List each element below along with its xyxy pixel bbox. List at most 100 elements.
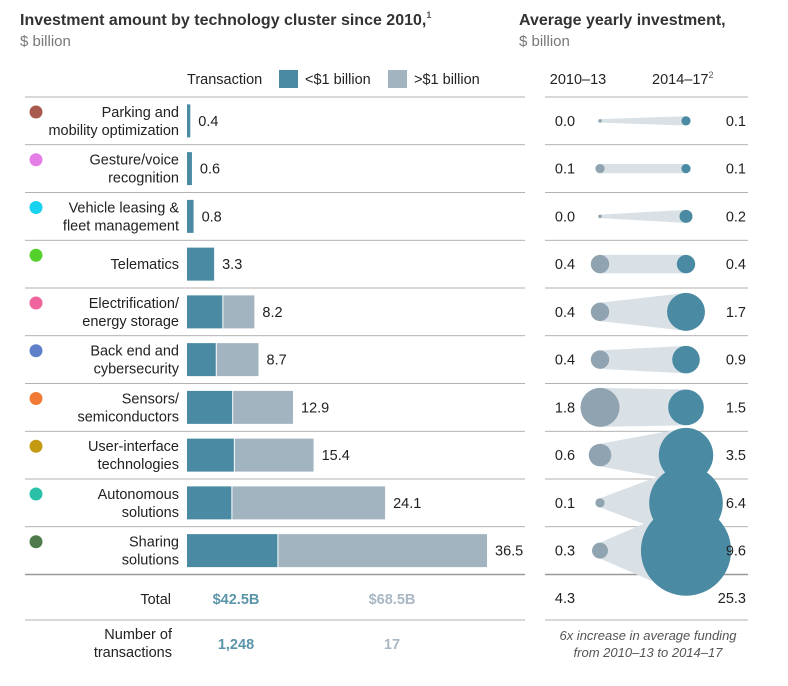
avg-2010-13-label: 0.4 <box>555 305 575 321</box>
bar-large-transactions <box>216 343 259 377</box>
bar-total-label: 15.4 <box>322 448 350 464</box>
avg-2014-17-label: 6.4 <box>726 496 746 512</box>
total-avg-2014: 25.3 <box>718 591 746 607</box>
avg-2010-13-label: 1.8 <box>555 400 575 416</box>
avg-2010-13-bubble <box>588 443 612 467</box>
avg-2010-13-label: 0.6 <box>555 448 575 464</box>
growth-cone <box>600 209 686 223</box>
avg-2014-17-bubble <box>679 209 693 223</box>
bar-total-label: 3.3 <box>222 257 242 273</box>
total-label: Total <box>140 592 171 608</box>
footnote-line1: 6x increase in average funding <box>559 628 737 643</box>
total-large: $68.5B <box>369 592 416 608</box>
avg-2014-17-bubble <box>667 292 705 331</box>
category-label: solutions <box>122 553 179 569</box>
category-color-dot <box>29 248 43 262</box>
bar-small-transactions <box>187 438 234 472</box>
footnote-line2: from 2010–13 to 2014–17 <box>574 645 724 660</box>
growth-cone <box>600 116 686 126</box>
category-color-dot <box>29 105 43 119</box>
avg-2010-13-bubble <box>598 214 602 219</box>
category-color-dot <box>29 344 43 358</box>
category-color-dot <box>29 392 43 405</box>
category-color-dot <box>29 201 43 214</box>
category-row: Telematics 3.3 0.4 0.4 <box>29 247 746 281</box>
category-label: energy storage <box>82 314 179 330</box>
avg-2010-13-label: 0.4 <box>555 353 575 369</box>
bar-small-transactions <box>187 534 278 568</box>
right-subtitle: $ billion <box>519 33 570 50</box>
category-label: Parking and <box>102 105 179 121</box>
total-avg-2010: 4.3 <box>555 591 575 607</box>
data-rows: Parking and mobility optimization 0.4 0.0 0.… <box>29 104 746 596</box>
avg-2014-17-bubble <box>676 254 696 274</box>
bar-total-label: 12.9 <box>301 400 329 416</box>
transactions-label-line1: Number of <box>104 627 173 643</box>
category-color-dot <box>29 296 43 310</box>
avg-2010-13-bubble <box>595 498 605 508</box>
growth-cone <box>600 164 686 174</box>
category-label: Telematics <box>111 257 180 273</box>
col-header-2010: 2010–13 <box>550 72 606 88</box>
transactions-large: 17 <box>384 637 400 653</box>
avg-2014-17-bubble <box>672 345 700 374</box>
bar-small-transactions <box>187 199 194 233</box>
category-row: Back end and cybersecurity 8.7 0.4 0.9 <box>29 343 746 378</box>
growth-cone <box>600 254 686 274</box>
legend-small-swatch <box>279 70 298 88</box>
avg-2010-13-bubble <box>595 164 605 174</box>
total-small: $42.5B <box>213 592 260 608</box>
avg-2010-13-label: 0.0 <box>555 209 575 225</box>
bar-large-transactions <box>223 295 255 329</box>
bar-small-transactions <box>187 152 192 186</box>
avg-2014-17-label: 1.5 <box>726 400 746 416</box>
avg-2010-13-label: 0.3 <box>555 544 575 560</box>
bar-small-transactions <box>187 343 216 377</box>
category-row: Gesture/voice recognition 0.6 0.1 0.1 <box>29 152 746 187</box>
avg-2014-17-label: 0.1 <box>726 114 746 130</box>
avg-2014-17-label: 0.9 <box>726 353 746 369</box>
avg-2014-17-label: 3.5 <box>726 448 746 464</box>
legend-title: Transaction <box>187 72 262 88</box>
category-color-dot <box>29 487 43 501</box>
avg-2010-13-bubble <box>590 350 610 369</box>
legend-small-label: <$1 billion <box>305 72 371 88</box>
growth-cone <box>600 387 686 427</box>
legend-large-label: >$1 billion <box>414 72 480 88</box>
bar-total-label: 8.2 <box>262 305 282 321</box>
category-label: fleet management <box>63 218 179 234</box>
avg-2010-13-bubble <box>592 542 608 559</box>
category-label: cybersecurity <box>94 362 180 378</box>
avg-2014-17-bubble <box>668 389 704 426</box>
category-label: Electrification/ <box>89 296 180 312</box>
category-row: Vehicle leasing & fleet management 0.8 0.0 0… <box>29 199 746 234</box>
growth-cone <box>600 292 686 331</box>
avg-2010-13-label: 0.1 <box>555 162 575 178</box>
bar-large-transactions <box>278 534 487 568</box>
category-row: Sensors/semiconductors 12.9 1.8 1.5 <box>29 387 746 427</box>
category-label: Vehicle leasing & <box>69 200 180 216</box>
category-row: User-interface technologies 15.4 0.6 3.5 <box>29 427 746 483</box>
bar-total-label: 36.5 <box>495 544 523 560</box>
bar-small-transactions <box>187 486 232 520</box>
legend-large-swatch <box>388 70 407 88</box>
bar-small-transactions <box>187 390 233 424</box>
left-subtitle: $ billion <box>20 33 71 50</box>
category-label: User-interface <box>88 439 179 455</box>
avg-2010-13-bubble <box>598 119 602 123</box>
category-color-dot <box>29 535 43 549</box>
right-title: Average yearly investment, <box>519 12 726 29</box>
avg-2014-17-label: 0.2 <box>726 209 746 225</box>
category-color-dot <box>29 153 43 167</box>
bar-large-transactions <box>232 486 386 520</box>
category-label: technologies <box>98 457 179 473</box>
bar-small-transactions <box>187 247 215 281</box>
avg-2010-13-label: 0.1 <box>555 496 575 512</box>
avg-2014-17-bubble <box>681 116 691 126</box>
bar-large-transactions <box>234 438 314 472</box>
category-label: Sharing <box>129 535 179 551</box>
category-label: Gesture/voice <box>90 153 179 169</box>
category-label: Back end and <box>90 344 179 360</box>
